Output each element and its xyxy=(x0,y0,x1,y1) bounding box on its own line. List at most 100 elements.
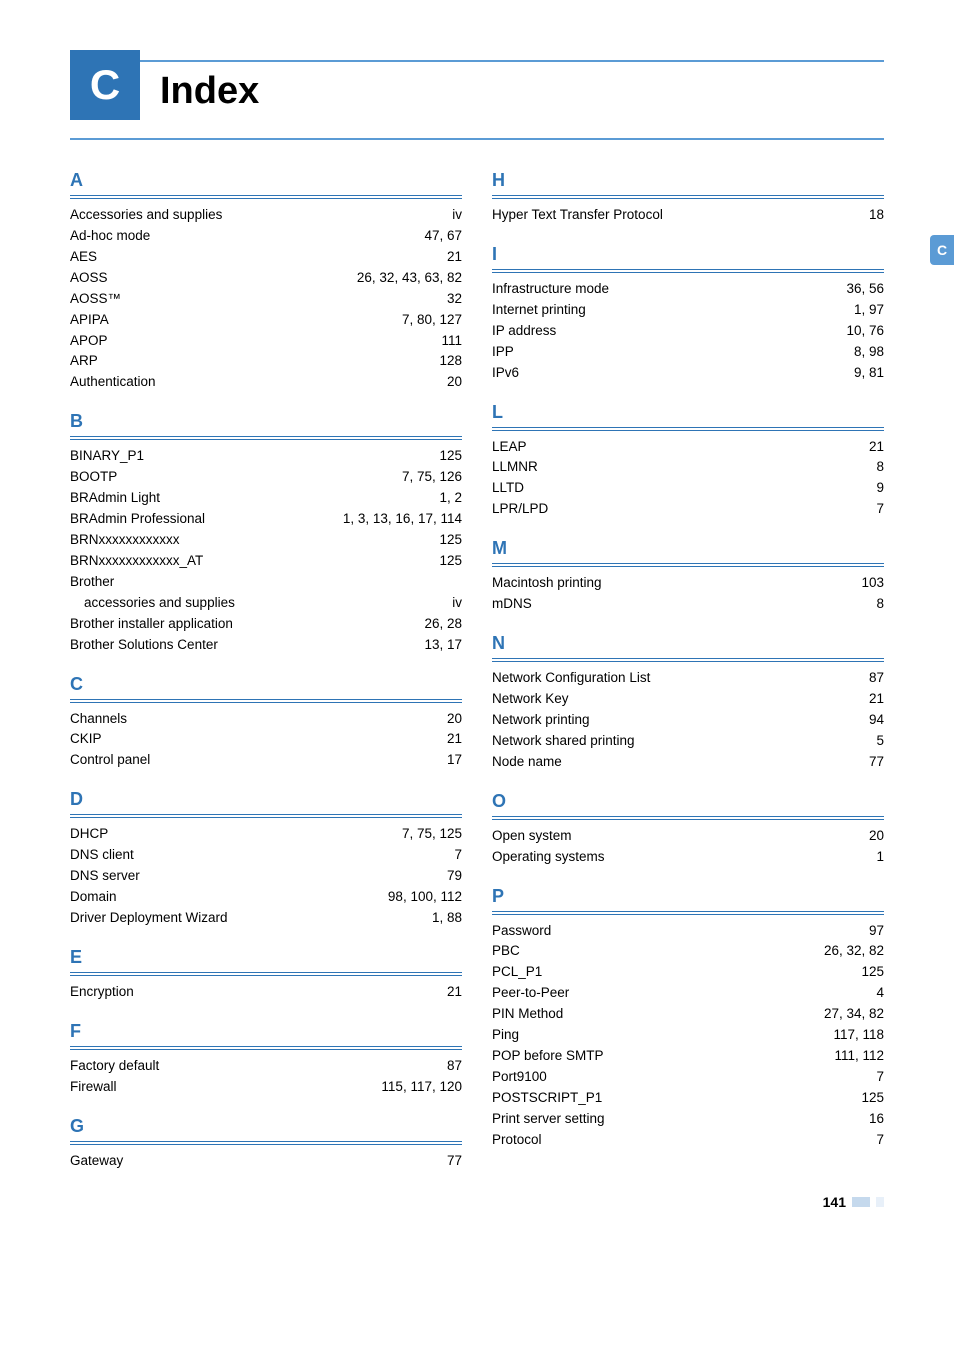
entry-pages: 7, 75, 126 xyxy=(402,467,462,488)
section-divider xyxy=(492,427,884,428)
section-divider xyxy=(492,658,884,659)
entry-pages: 17 xyxy=(447,750,462,771)
entry-label: Driver Deployment Wizard xyxy=(70,908,228,929)
index-section: NNetwork Configuration List87Network Key… xyxy=(492,633,884,773)
section-divider xyxy=(492,195,884,196)
index-section: D DHCP7, 75, 125DNS client7DNS server79Do… xyxy=(70,789,462,929)
entry-label: Port9100 xyxy=(492,1067,547,1088)
index-entry: Firewall115, 117, 120 xyxy=(70,1077,462,1098)
index-entry: LLTD9 xyxy=(492,478,884,499)
index-entry: APIPA7, 80, 127 xyxy=(70,310,462,331)
entry-pages: 77 xyxy=(447,1151,462,1172)
index-entry: LPR/LPD7 xyxy=(492,499,884,520)
section-divider xyxy=(492,272,884,273)
entry-pages: iv xyxy=(452,593,462,614)
index-entry: Network Key21 xyxy=(492,689,884,710)
entry-label: Node name xyxy=(492,752,562,773)
section-letter: P xyxy=(492,886,884,907)
entry-label: LEAP xyxy=(492,437,527,458)
index-entry: POSTSCRIPT_P1125 xyxy=(492,1088,884,1109)
page-number-area: 141 xyxy=(823,1194,884,1210)
index-entry: Driver Deployment Wizard1, 88 xyxy=(70,908,462,929)
section-divider xyxy=(70,439,462,440)
entry-label: PIN Method xyxy=(492,1004,563,1025)
entry-pages: 4 xyxy=(876,983,884,1004)
entry-label: PBC xyxy=(492,941,520,962)
entry-pages: 5 xyxy=(876,731,884,752)
entry-label: Macintosh printing xyxy=(492,573,602,594)
index-entry: Network printing 94 xyxy=(492,710,884,731)
entry-pages: 1, 2 xyxy=(439,488,462,509)
entry-label: Hyper Text Transfer Protocol xyxy=(492,205,663,226)
index-entry: Protocol7 xyxy=(492,1130,884,1151)
index-entry: PCL_P1125 xyxy=(492,962,884,983)
entry-label: IPv6 xyxy=(492,363,519,384)
entry-pages: 97 xyxy=(869,921,884,942)
entry-label: APOP xyxy=(70,331,108,352)
header-top-line xyxy=(130,60,884,62)
entry-pages: 26, 32, 43, 63, 82 xyxy=(357,268,462,289)
entry-pages: 20 xyxy=(869,826,884,847)
entry-label: Network printing xyxy=(492,710,590,731)
index-entry: DHCP7, 75, 125 xyxy=(70,824,462,845)
section-divider xyxy=(70,975,462,976)
section-divider xyxy=(70,817,462,818)
entry-label: Network Configuration List xyxy=(492,668,650,689)
entry-label: Brother xyxy=(70,572,114,593)
entry-label: Channels xyxy=(70,709,127,730)
entry-pages: 79 xyxy=(447,866,462,887)
index-section: CChannels20CKIP21Control panel17 xyxy=(70,674,462,772)
side-tab-letter: C xyxy=(937,242,947,258)
index-section: MMacintosh printing103mDNS8 xyxy=(492,538,884,615)
index-entry: Network shared printing5 xyxy=(492,731,884,752)
section-letter: O xyxy=(492,791,884,812)
entry-pages: 7 xyxy=(876,499,884,520)
index-entry: Port91007 xyxy=(492,1067,884,1088)
index-section: LLEAP21LLMNR8LLTD9LPR/LPD7 xyxy=(492,402,884,521)
section-letter: D xyxy=(70,789,462,810)
chapter-letter: C xyxy=(90,61,120,109)
index-entry: BRNxxxxxxxxxxxx_AT125 xyxy=(70,551,462,572)
entry-pages: 13, 17 xyxy=(424,635,462,656)
entry-pages: 27, 34, 82 xyxy=(824,1004,884,1025)
entry-label: BRNxxxxxxxxxxxx xyxy=(70,530,180,551)
index-entry: BRAdmin Professional1, 3, 13, 16, 17, 11… xyxy=(70,509,462,530)
index-entry: AOSS™32 xyxy=(70,289,462,310)
chapter-title: Index xyxy=(160,70,259,113)
index-section: HHyper Text Transfer Protocol18 xyxy=(492,170,884,226)
section-letter: F xyxy=(70,1021,462,1042)
entry-label: BRAdmin Professional xyxy=(70,509,205,530)
entry-label: AES xyxy=(70,247,97,268)
entry-label: DHCP xyxy=(70,824,108,845)
section-divider xyxy=(70,436,462,437)
entry-label: PCL_P1 xyxy=(492,962,542,983)
section-divider xyxy=(70,702,462,703)
entry-pages: 21 xyxy=(447,247,462,268)
index-entry: IPv69, 81 xyxy=(492,363,884,384)
index-entry: Internet printing1, 97 xyxy=(492,300,884,321)
index-entry: Ad-hoc mode47, 67 xyxy=(70,226,462,247)
page-decoration-bar xyxy=(876,1197,884,1207)
index-entry: Authentication20 xyxy=(70,372,462,393)
entry-label: POP before SMTP xyxy=(492,1046,604,1067)
index-entry: Accessories and suppliesiv xyxy=(70,205,462,226)
entry-label: Control panel xyxy=(70,750,150,771)
page-container: C Index AAccessories and suppliesivAd-ho… xyxy=(0,0,954,1230)
section-divider xyxy=(70,814,462,815)
entry-label: Ping xyxy=(492,1025,519,1046)
index-entry: Open system20 xyxy=(492,826,884,847)
section-divider xyxy=(70,699,462,700)
entry-label: LLTD xyxy=(492,478,524,499)
index-entry: POP before SMTP111, 112 xyxy=(492,1046,884,1067)
index-section: BBINARY_P1125BOOTP7, 75, 126BRAdmin Ligh… xyxy=(70,411,462,655)
index-entry: DNS server79 xyxy=(70,866,462,887)
page-decoration-bar xyxy=(852,1197,870,1207)
index-entry: Domain98, 100, 112 xyxy=(70,887,462,908)
index-entry: DNS client7 xyxy=(70,845,462,866)
entry-pages: 21 xyxy=(447,729,462,750)
index-entry: Ping117, 118 xyxy=(492,1025,884,1046)
index-section: OOpen system20Operating systems1 xyxy=(492,791,884,868)
entry-pages: 94 xyxy=(869,710,884,731)
index-entry: Macintosh printing103 xyxy=(492,573,884,594)
entry-pages: 87 xyxy=(447,1056,462,1077)
